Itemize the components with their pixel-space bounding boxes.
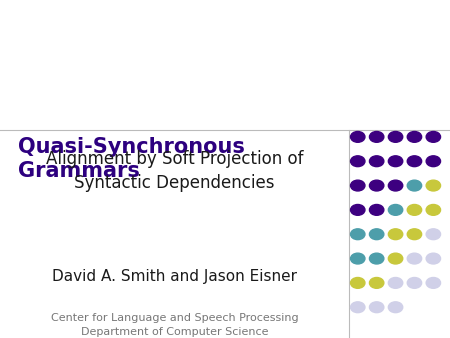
Circle shape — [351, 277, 365, 288]
Circle shape — [407, 229, 422, 240]
Circle shape — [369, 302, 384, 313]
Circle shape — [369, 204, 384, 215]
Circle shape — [369, 131, 384, 142]
Circle shape — [426, 204, 441, 215]
Circle shape — [407, 204, 422, 215]
Circle shape — [351, 131, 365, 142]
Circle shape — [388, 131, 403, 142]
Circle shape — [407, 131, 422, 142]
Text: David A. Smith and Jason Eisner: David A. Smith and Jason Eisner — [52, 269, 297, 284]
Circle shape — [426, 277, 441, 288]
Circle shape — [388, 180, 403, 191]
Circle shape — [426, 229, 441, 240]
Circle shape — [351, 229, 365, 240]
Circle shape — [351, 156, 365, 167]
Circle shape — [369, 156, 384, 167]
Circle shape — [388, 229, 403, 240]
Circle shape — [369, 229, 384, 240]
Circle shape — [426, 253, 441, 264]
Circle shape — [369, 277, 384, 288]
Circle shape — [407, 180, 422, 191]
Circle shape — [369, 180, 384, 191]
Circle shape — [388, 156, 403, 167]
Circle shape — [369, 253, 384, 264]
Circle shape — [388, 302, 403, 313]
Circle shape — [388, 277, 403, 288]
Circle shape — [388, 253, 403, 264]
Text: Quasi-Synchronous
Grammars: Quasi-Synchronous Grammars — [18, 137, 245, 181]
Circle shape — [407, 277, 422, 288]
Circle shape — [426, 131, 441, 142]
Circle shape — [426, 180, 441, 191]
Circle shape — [388, 204, 403, 215]
Circle shape — [407, 253, 422, 264]
Circle shape — [351, 302, 365, 313]
Circle shape — [426, 156, 441, 167]
Circle shape — [407, 156, 422, 167]
Text: Center for Language and Speech Processing
Department of Computer Science
Johns H: Center for Language and Speech Processin… — [50, 313, 298, 338]
Circle shape — [351, 204, 365, 215]
Circle shape — [351, 253, 365, 264]
Circle shape — [351, 180, 365, 191]
Text: Alignment by Soft Projection of
Syntactic Dependencies: Alignment by Soft Projection of Syntacti… — [45, 150, 303, 192]
